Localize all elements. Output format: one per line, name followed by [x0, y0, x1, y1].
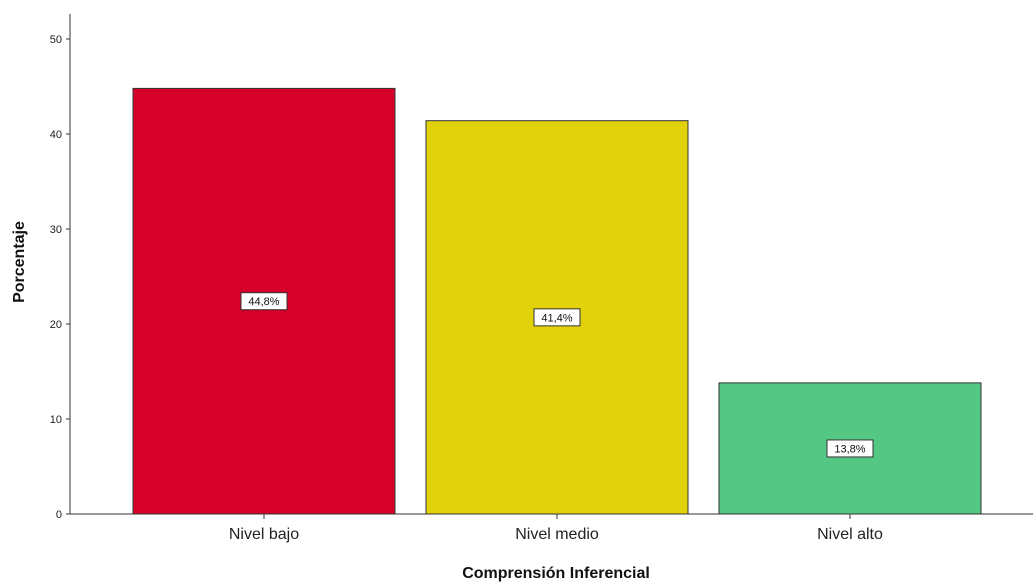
- x-axis-title: Comprensión Inferencial: [462, 565, 650, 582]
- y-axis-title: Porcentaje: [11, 221, 28, 303]
- y-axis: 0 10 20 30 40 50: [50, 14, 71, 521]
- y-tick-label: 50: [50, 34, 62, 46]
- data-label: 44,8%: [248, 296, 279, 308]
- data-label-box: [240, 292, 288, 311]
- x-tick-label: Nivel bajo: [229, 526, 299, 543]
- x-tick-label: Nivel medio: [515, 526, 599, 543]
- y-tick-label: 20: [50, 319, 62, 331]
- x-tick-label: Nivel alto: [817, 526, 883, 543]
- y-tick-label: 0: [56, 509, 62, 521]
- y-tick-label: 40: [50, 129, 62, 141]
- x-axis: Nivel bajo Nivel medio Nivel alto: [70, 513, 1033, 543]
- y-tick-label: 10: [50, 414, 62, 426]
- data-label-box: [826, 439, 874, 458]
- data-label: 13,8%: [834, 443, 865, 455]
- data-label: 41,4%: [541, 312, 572, 324]
- y-tick-label: 30: [50, 224, 62, 236]
- data-label-box: [533, 308, 581, 327]
- data-labels: 44,8% 41,4% 13,8%: [240, 292, 874, 458]
